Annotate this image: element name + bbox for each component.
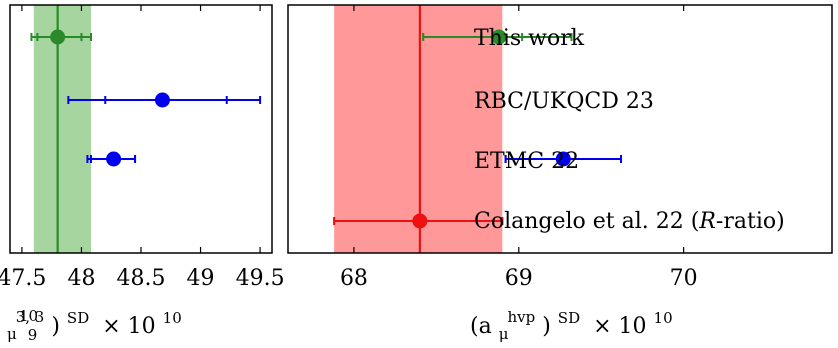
row-label-colangelo-a: Colangelo et al. 22 (	[474, 209, 699, 234]
left-xlabel-sub: μ	[7, 325, 17, 343]
left-marker-1	[154, 92, 170, 108]
right-xlabel-close: )	[542, 314, 551, 339]
left-xlabel: 10 9 (a μ 3, 3 ) SD × 10 10	[0, 302, 182, 346]
left-band-rect	[33, 5, 91, 253]
left-tick-label-2: 48.5	[117, 266, 166, 291]
left-xlabel-close: )	[51, 314, 60, 339]
right-tick-label-1: 69	[505, 266, 533, 291]
left-xlabel-sup2: SD	[67, 309, 89, 327]
row-label-etmc: ETMC 22	[474, 149, 579, 174]
right-marker-0	[491, 29, 507, 45]
left-ticks: 47.5 48 48.5 49 49.5	[0, 5, 285, 291]
right-xlabel-base: (a	[470, 314, 492, 339]
right-panel: 68 69 70 This work RBC/UKQCD 23 ETMC 22 Co…	[287, 4, 833, 345]
left-tick-label-1: 48	[67, 266, 95, 291]
left-panel: 47.5 48 48.5 49 49.5 10 9 (a μ 3, 3 ) SD × 1…	[0, 4, 285, 346]
right-band-rect	[334, 5, 503, 253]
row-label-rbc: RBC/UKQCD 23	[474, 89, 654, 114]
right-frame	[287, 4, 833, 254]
right-xlabel-exp: 10	[654, 309, 673, 327]
right-marker-2	[412, 213, 428, 229]
left-marker-0	[50, 29, 66, 45]
left-point-0	[30, 29, 92, 45]
right-xlabel-sup: hvp	[507, 308, 535, 326]
right-xlabel-sub: μ	[499, 325, 509, 343]
row-label-colangelo-r: R	[698, 209, 716, 234]
right-marker-1	[555, 151, 571, 167]
right-point-1	[504, 151, 622, 167]
left-xlabel-exp: 10	[163, 309, 182, 327]
right-xlabel-sup2: SD	[558, 309, 580, 327]
right-point-2	[333, 213, 504, 229]
left-marks	[30, 29, 262, 167]
right-band	[334, 5, 503, 253]
left-point-1	[67, 92, 262, 108]
right-ticks: 68 69 70	[340, 5, 698, 291]
right-xlabel-times: × 10	[593, 314, 646, 339]
left-band	[33, 5, 91, 253]
right-tick-label-2: 70	[670, 266, 698, 291]
left-xlabel-times: × 10	[102, 314, 155, 339]
left-xlabel-sup: 3, 3	[16, 308, 45, 326]
left-tick-label-3: 49	[187, 266, 215, 291]
left-point-2	[86, 151, 137, 167]
left-marker-2	[106, 151, 122, 167]
right-marks	[333, 29, 622, 229]
left-tick-label-4: 49.5	[236, 266, 285, 291]
left-xlabel-frac-den: 9	[28, 326, 38, 344]
right-point-0	[422, 29, 573, 45]
row-label-this-work: This work	[474, 26, 585, 51]
left-xlabel-frac-num: 10	[19, 307, 38, 325]
right-tick-label-0: 68	[340, 266, 368, 291]
left-tick-label-0: 47.5	[0, 266, 46, 291]
row-label-colangelo: Colangelo et al. 22 (R-ratio)	[474, 209, 785, 234]
right-xlabel: (a μ hvp ) SD × 10 10	[470, 303, 673, 345]
row-label-colangelo-b: -ratio)	[716, 209, 785, 234]
